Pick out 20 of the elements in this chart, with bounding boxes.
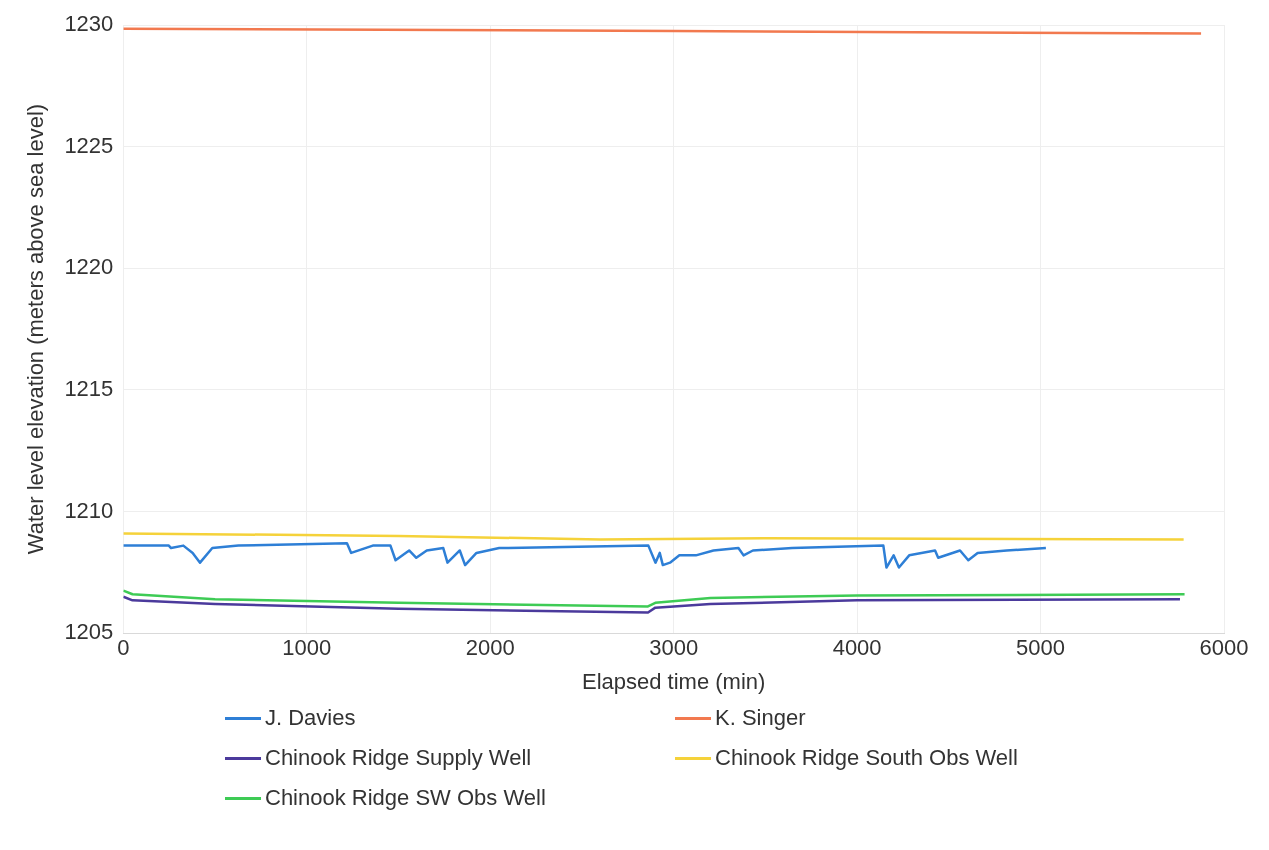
x-tick-label: 5000 [1016,635,1066,661]
x-axis-title: Elapsed time (min) [581,668,766,694]
y-axis-title: Water level elevation (meters above sea level) [23,103,49,555]
y-tick-label: 1220 [64,254,114,280]
y-tick-label: 1205 [64,619,114,645]
y-tick-label: 1215 [64,375,114,401]
legend-label: Chinook Ridge Supply Well [265,745,532,771]
y-tick-label: 1210 [64,497,114,523]
x-tick-label: 2000 [465,635,515,661]
y-tick-label: 1225 [64,132,114,158]
legend-label: K. Singer [715,705,806,731]
legend-label: J. Davies [265,705,356,731]
y-tick-label: 1230 [64,11,114,37]
x-tick-label: 3000 [649,635,699,661]
x-tick-label: 6000 [1199,635,1249,661]
x-tick-label: 1000 [282,635,332,661]
legend-label: Chinook Ridge South Obs Well [715,745,1018,771]
x-tick-label: 4000 [832,635,882,661]
legend-label: Chinook Ridge SW Obs Well [265,785,546,811]
x-tick-label: 0 [117,635,130,661]
